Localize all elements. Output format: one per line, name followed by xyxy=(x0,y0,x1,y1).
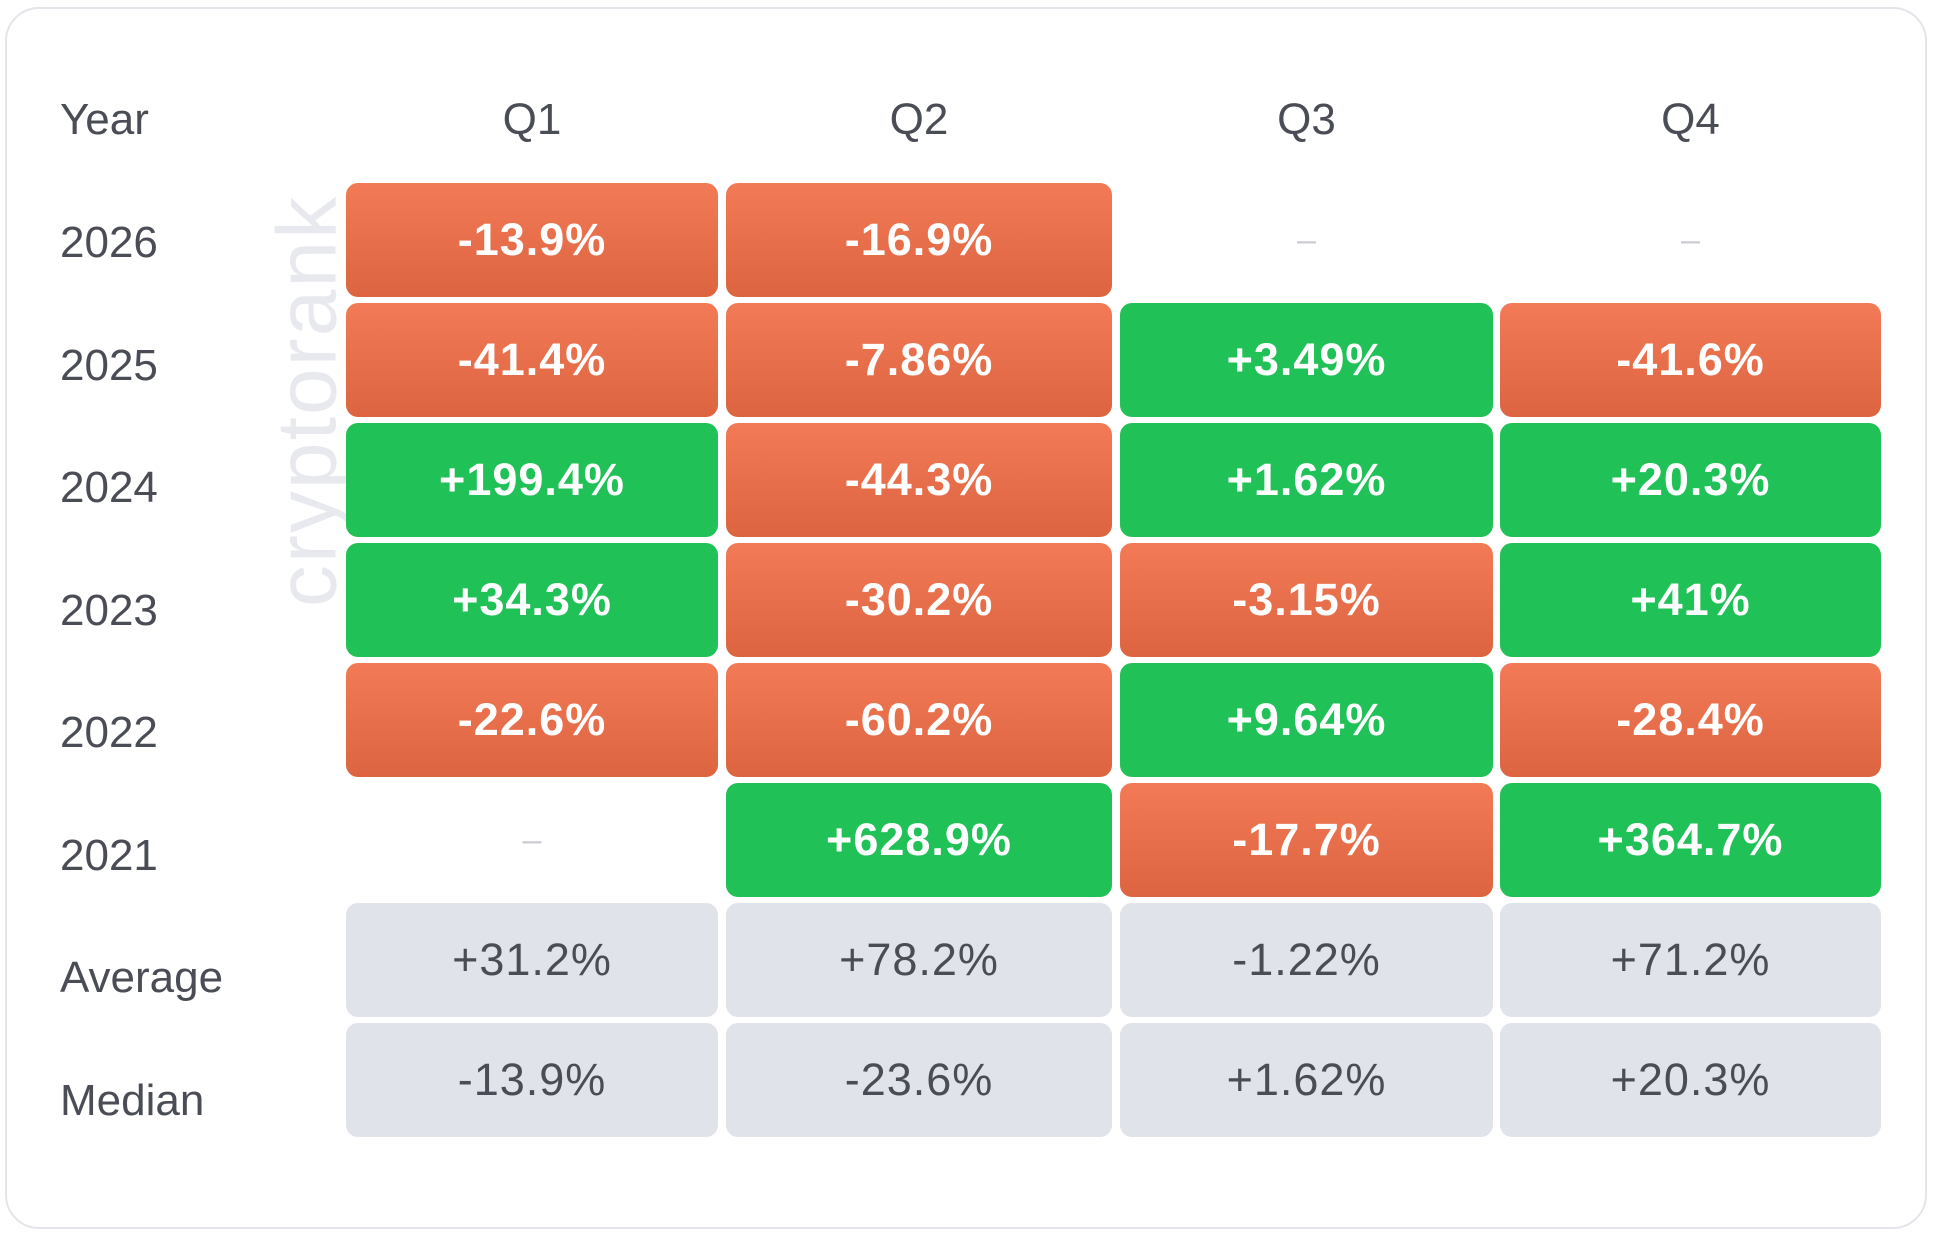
table-cell: – xyxy=(1297,220,1316,259)
row-label: Median xyxy=(60,1075,205,1125)
watermark: cryptorank xyxy=(259,194,354,608)
table-cell: +199.4% xyxy=(346,423,718,537)
column-header: Q2 xyxy=(889,95,949,144)
table-cell: – xyxy=(522,820,542,859)
row-label: 2021 xyxy=(60,830,158,880)
table-cell: -3.15% xyxy=(1120,543,1493,657)
table-cell: -41.6% xyxy=(1500,303,1881,417)
table-cell: +20.3% xyxy=(1500,423,1881,537)
table-cell: -16.9% xyxy=(726,183,1112,297)
table-cell: -1.22% xyxy=(1120,903,1493,1017)
table-cell: +3.49% xyxy=(1120,303,1493,417)
table-cell: +1.62% xyxy=(1120,1023,1493,1137)
table-cell: – xyxy=(1681,220,1700,259)
table-cell: +9.64% xyxy=(1120,663,1493,777)
table-cell: -60.2% xyxy=(726,663,1112,777)
table-cell: -17.7% xyxy=(1120,783,1493,897)
row-label: 2023 xyxy=(60,585,158,635)
card: cryptorank Year Q1 Q2 Q3 Q4 2026 -13.9% -16.9% –… xyxy=(5,7,1927,1229)
table-cell: +20.3% xyxy=(1500,1023,1881,1137)
table-cell: -7.86% xyxy=(726,303,1112,417)
row-label: 2022 xyxy=(60,708,158,757)
row-label: 2024 xyxy=(60,463,158,512)
table-cell: -41.4% xyxy=(346,303,718,417)
table-cell: +78.2% xyxy=(726,903,1112,1017)
row-label: Average xyxy=(60,953,224,1002)
table-cell: +364.7% xyxy=(1500,783,1881,897)
table-cell: +41% xyxy=(1500,543,1881,657)
row-label: 2025 xyxy=(60,340,158,390)
table-cell: +628.9% xyxy=(726,783,1112,897)
table-cell: -13.9% xyxy=(346,1023,718,1137)
column-header: Q4 xyxy=(1661,95,1720,144)
table-cell: -23.6% xyxy=(726,1023,1112,1137)
row-label: 2026 xyxy=(60,218,158,267)
table-cell: +1.62% xyxy=(1120,423,1493,537)
table-cell: -22.6% xyxy=(346,663,718,777)
table-cell: +34.3% xyxy=(346,543,718,657)
table-cell: +71.2% xyxy=(1500,903,1881,1017)
column-header: Q3 xyxy=(1277,95,1336,144)
table-cell: -44.3% xyxy=(726,423,1112,537)
table-cell: +31.2% xyxy=(346,903,718,1017)
table-cell: -13.9% xyxy=(346,183,718,297)
table-cell: -28.4% xyxy=(1500,663,1881,777)
column-header: Q1 xyxy=(502,95,562,144)
header-label: Year xyxy=(60,95,149,144)
table-cell: -30.2% xyxy=(726,543,1112,657)
